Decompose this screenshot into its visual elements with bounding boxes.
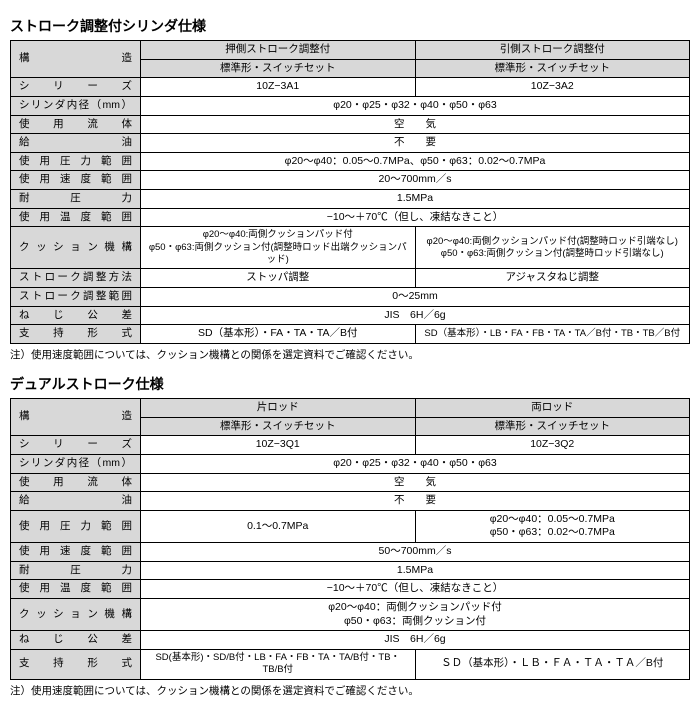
t1-fluid: 空 気 (141, 115, 690, 134)
t2-press1: 0.1〜0.7MPa (141, 510, 416, 542)
t1-cushion1: φ20〜φ40:両側クッションパッド付φ50・φ63:両側クッション付(調整時ロ… (141, 227, 416, 269)
t1-mount2: SD（基本形）・LB・FA・FB・TA・TA／B付・TB・TB／B付 (415, 325, 690, 344)
table1-title: ストローク調整付シリンダ仕様 (10, 16, 690, 36)
t1-proof-label: 耐 圧 力 (11, 190, 141, 209)
t1-cushion2: φ20〜φ40:両側クッションパッド付(調整時ロッド引端なし)φ50・φ63:両… (415, 227, 690, 269)
t1-col2: 引側ストローク調整付 (415, 41, 690, 60)
t2-temp-label: 使 用 温 度 範 囲 (11, 580, 141, 599)
t1-mount-label: 支 持 形 式 (11, 325, 141, 344)
t1-mount1: SD（基本形）・FA・TA・TA／B付 (141, 325, 416, 344)
t1-proof: 1.5MPa (141, 190, 690, 209)
t2-speed-label: 使 用 速 度 範 囲 (11, 543, 141, 562)
t1-fluid-label: 使 用 流 体 (11, 115, 141, 134)
t2-sub2: 標準形・スイッチセット (415, 417, 690, 436)
t1-oil-label: 給 油 (11, 134, 141, 153)
t2-cushion-label: ク ッ シ ョ ン 機 構 (11, 599, 141, 631)
table1: 構 造 押側ストローク調整付 引側ストローク調整付 標準形・スイッチセット 標準… (10, 40, 690, 344)
t2-thread: JIS 6H／6g (141, 631, 690, 650)
t1-temp-label: 使 用 温 度 範 囲 (11, 208, 141, 227)
t2-mount1: SD(基本形)・SD/B付・LB・FA・FB・TA・TA/B付・TB・TB/B付 (141, 649, 416, 679)
t2-mount2: ＳＤ（基本形）・ＬＢ・ＦＡ・ＴＡ・ＴＡ／B付 (415, 649, 690, 679)
t1-adjmethod-label: ストローク調整方法 (11, 269, 141, 288)
t2-oil-label: 給 油 (11, 492, 141, 511)
t2-press-label: 使 用 圧 力 範 囲 (11, 510, 141, 542)
t2-oil: 不 要 (141, 492, 690, 511)
t2-press2: φ20〜φ40：0.05〜0.7MPaφ50・φ63：0.02〜0.7MPa (415, 510, 690, 542)
t1-col1: 押側ストローク調整付 (141, 41, 416, 60)
t2-proof-label: 耐 圧 力 (11, 561, 141, 580)
t1-sub2: 標準形・スイッチセット (415, 59, 690, 78)
t2-series-label: シ リ ー ズ (11, 436, 141, 455)
t1-adjmethod1: ストッパ調整 (141, 269, 416, 288)
t1-speed-label: 使 用 速 度 範 囲 (11, 171, 141, 190)
t2-series2: 10Z−3Q2 (415, 436, 690, 455)
t2-col2: 両ロッド (415, 399, 690, 418)
t2-fluid-label: 使 用 流 体 (11, 473, 141, 492)
t2-bore: φ20・φ25・φ32・φ40・φ50・φ63 (141, 454, 690, 473)
t1-press-label: 使 用 圧 力 範 囲 (11, 152, 141, 171)
table2-title: デュアルストローク仕様 (10, 374, 690, 394)
t2-bore-label: シリンダ内径（mm） (11, 454, 141, 473)
t1-sub1: 標準形・スイッチセット (141, 59, 416, 78)
t2-speed: 50〜700mm／s (141, 543, 690, 562)
t2-series1: 10Z−3Q1 (141, 436, 416, 455)
t1-cushion-label: ク ッ シ ョ ン 機 構 (11, 227, 141, 269)
t1-thread-label: ね じ 公 差 (11, 306, 141, 325)
t2-cushion: φ20〜φ40：両側クッションパッド付φ50・φ63：両側クッション付 (141, 599, 690, 631)
t1-structure-label: 構 造 (11, 41, 141, 78)
t1-adjrange-label: ストローク調整範囲 (11, 288, 141, 307)
t1-bore-label: シリンダ内径（mm） (11, 96, 141, 115)
t1-oil: 不 要 (141, 134, 690, 153)
table1-note: 注）使用速度範囲については、クッション機構との関係を選定資料でご確認ください。 (10, 347, 690, 362)
t2-mount-label: 支 持 形 式 (11, 649, 141, 679)
t1-bore: φ20・φ25・φ32・φ40・φ50・φ63 (141, 96, 690, 115)
t1-series2: 10Z−3A2 (415, 78, 690, 97)
t2-col1: 片ロッド (141, 399, 416, 418)
t1-thread: JIS 6H／6g (141, 306, 690, 325)
t2-structure-label: 構 造 (11, 399, 141, 436)
t1-temp: −10〜＋70℃（但し、凍結なきこと） (141, 208, 690, 227)
t2-thread-label: ね じ 公 差 (11, 631, 141, 650)
t2-temp: −10〜＋70℃（但し、凍結なきこと） (141, 580, 690, 599)
table2-note: 注）使用速度範囲については、クッション機構との関係を選定資料でご確認ください。 (10, 683, 690, 698)
t1-series1: 10Z−3A1 (141, 78, 416, 97)
t1-speed: 20〜700mm／s (141, 171, 690, 190)
t2-sub1: 標準形・スイッチセット (141, 417, 416, 436)
table2: 構 造 片ロッド 両ロッド 標準形・スイッチセット 標準形・スイッチセット シ … (10, 398, 690, 680)
t2-fluid: 空 気 (141, 473, 690, 492)
t1-adjmethod2: アジャスタねじ調整 (415, 269, 690, 288)
t1-press: φ20〜φ40：0.05〜0.7MPa、φ50・φ63：0.02〜0.7MPa (141, 152, 690, 171)
t1-adjrange: 0〜25mm (141, 288, 690, 307)
t1-series-label: シ リ ー ズ (11, 78, 141, 97)
t2-proof: 1.5MPa (141, 561, 690, 580)
